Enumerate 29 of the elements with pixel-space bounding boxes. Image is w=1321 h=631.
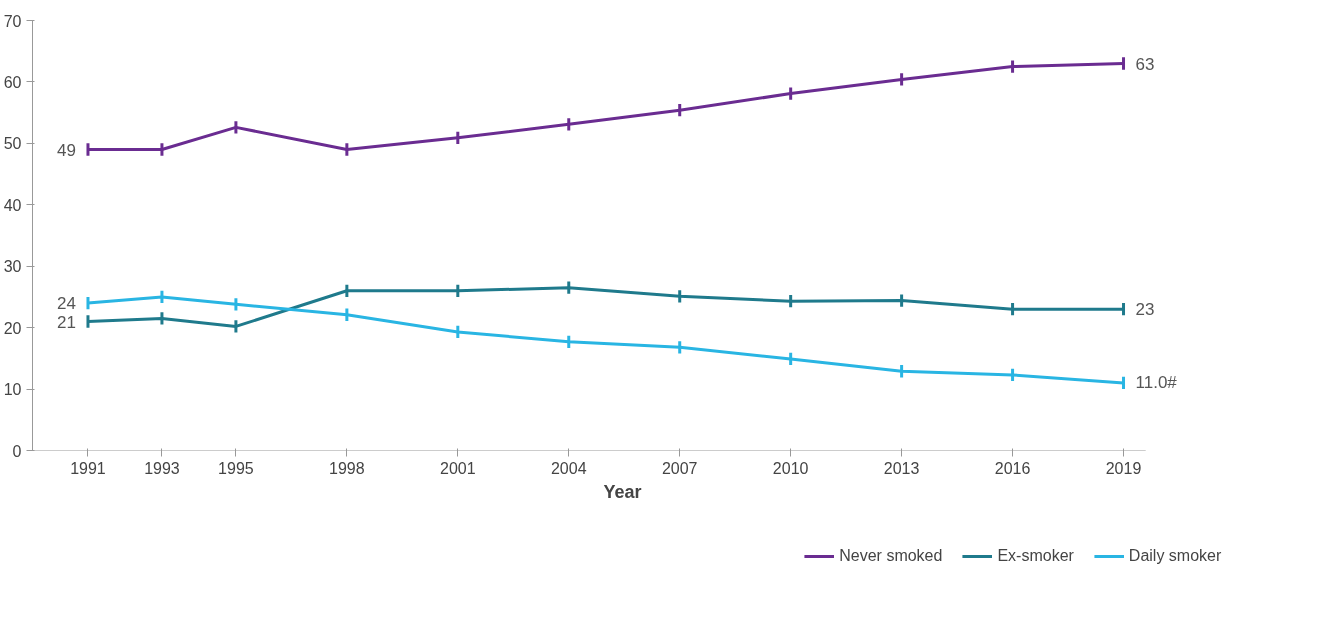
x-tick-label: 1991 xyxy=(70,459,106,477)
legend-label: Never smoked xyxy=(839,547,943,565)
data-label: 63 xyxy=(1135,54,1155,74)
x-tick-label: 2013 xyxy=(883,459,920,477)
x-tick-label: 2016 xyxy=(994,459,1031,477)
x-tick-label: 2010 xyxy=(772,459,809,477)
x-tick-label: 1993 xyxy=(144,459,180,477)
x-tick-label: 2019 xyxy=(1105,459,1142,477)
y-tick-label: 30 xyxy=(3,258,22,276)
data-label: 49 xyxy=(57,140,76,160)
x-axis-title: Year xyxy=(603,481,642,502)
y-tick-label: 0 xyxy=(12,442,22,460)
x-tick-label: 2001 xyxy=(440,459,476,477)
x-tick-label: 1995 xyxy=(218,459,254,477)
x-tick-label: 1998 xyxy=(329,459,365,477)
y-tick-label: 60 xyxy=(3,73,22,91)
y-tick-label: 70 xyxy=(3,12,22,30)
y-tick-label: 40 xyxy=(3,196,22,214)
legend-label: Daily smoker xyxy=(1128,547,1222,565)
data-label: 24 xyxy=(57,294,76,314)
x-tick-label: 2004 xyxy=(550,459,587,477)
data-label: 11.0# xyxy=(1135,373,1178,393)
y-tick-label: 50 xyxy=(3,135,22,153)
data-label: 21 xyxy=(57,312,76,332)
x-tick-label: 2007 xyxy=(661,459,698,477)
y-tick-label: 10 xyxy=(3,381,22,399)
legend-label: Ex-smoker xyxy=(997,547,1074,565)
y-tick-label: 20 xyxy=(3,319,22,337)
data-label: 23 xyxy=(1135,300,1155,320)
